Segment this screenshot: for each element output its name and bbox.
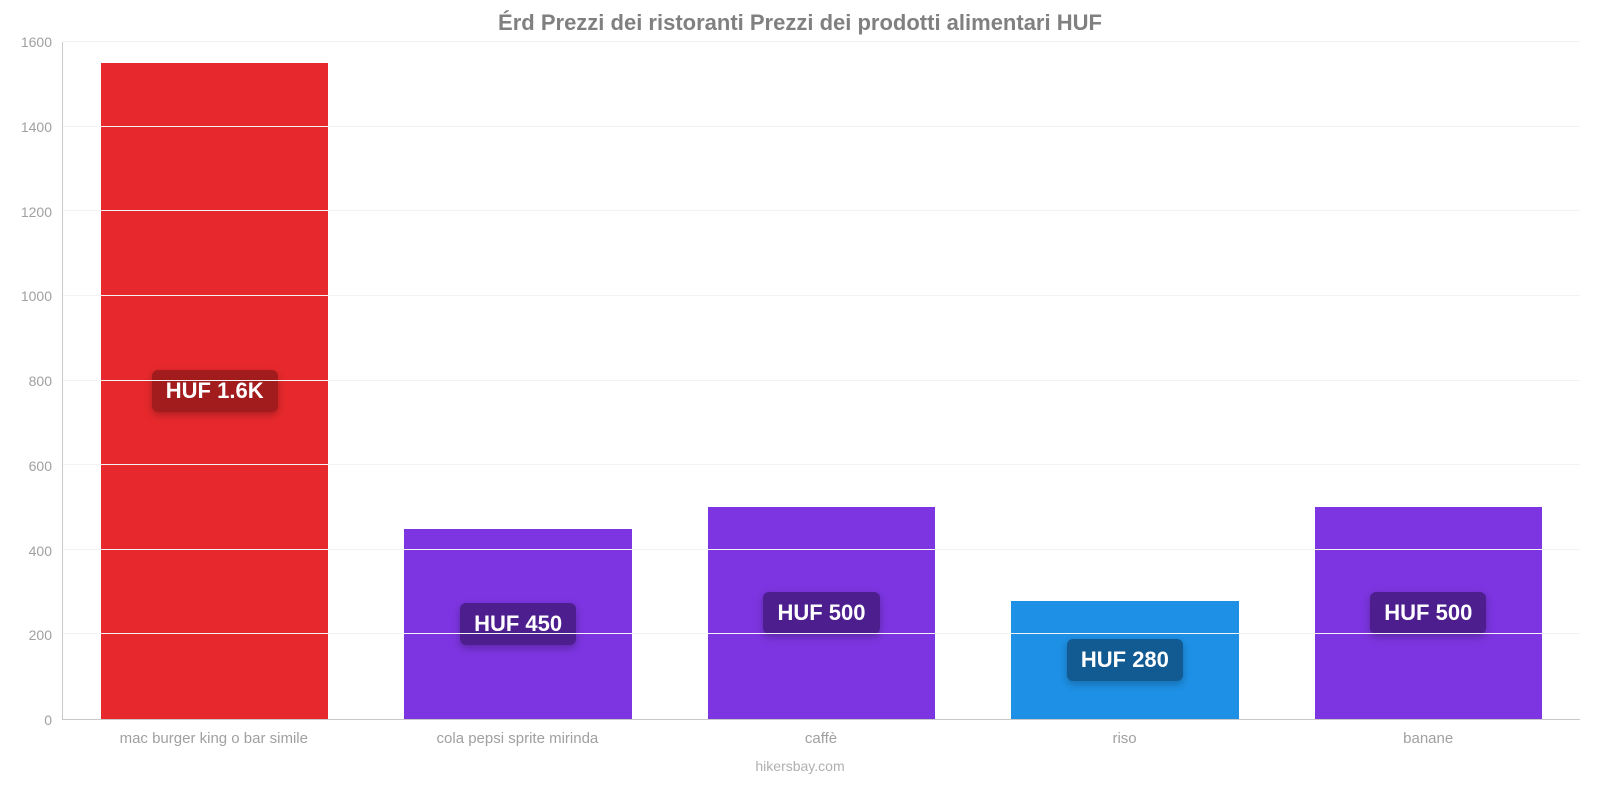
y-tick: 1000 (21, 288, 52, 304)
x-label: banane (1276, 722, 1580, 747)
gridline (63, 295, 1580, 296)
y-tick: 1200 (21, 204, 52, 220)
x-label: riso (973, 722, 1277, 747)
bar-slot: HUF 500 (1277, 42, 1580, 719)
x-label: mac burger king o bar simile (62, 722, 366, 747)
plot-area: HUF 1.6K HUF 450 HUF 500 HUF 280 HUF 500 (62, 42, 1580, 720)
bar-value-label: HUF 1.6K (152, 370, 278, 412)
gridline (63, 549, 1580, 550)
y-tick: 800 (29, 373, 52, 389)
y-tick: 1400 (21, 119, 52, 135)
y-tick: 600 (29, 458, 52, 474)
bar-value-label: HUF 450 (460, 603, 576, 645)
bar: HUF 450 (404, 529, 632, 719)
chart-container: 02004006008001000120014001600 HUF 1.6KHU… (0, 42, 1600, 720)
bar-value-label: HUF 500 (763, 592, 879, 634)
x-label: cola pepsi sprite mirinda (366, 722, 670, 747)
bar-slot: HUF 500 (670, 42, 973, 719)
y-tick: 400 (29, 543, 52, 559)
y-tick: 1600 (21, 34, 52, 50)
gridline (63, 633, 1580, 634)
gridline (63, 210, 1580, 211)
bar-value-label: HUF 280 (1067, 639, 1183, 681)
attribution: hikersbay.com (0, 758, 1600, 774)
x-label: caffè (669, 722, 973, 747)
bar: HUF 500 (708, 507, 936, 719)
bar: HUF 1.6K (101, 63, 329, 719)
gridline (63, 464, 1580, 465)
gridline (63, 126, 1580, 127)
gridline (63, 41, 1580, 42)
bar-slot: HUF 280 (973, 42, 1276, 719)
bar-slot: HUF 450 (366, 42, 669, 719)
x-axis: mac burger king o bar similecola pepsi s… (62, 722, 1580, 747)
y-axis: 02004006008001000120014001600 (0, 42, 60, 720)
y-tick: 200 (29, 627, 52, 643)
gridline (63, 380, 1580, 381)
bar-slot: HUF 1.6K (63, 42, 366, 719)
chart-title: Érd Prezzi dei ristoranti Prezzi dei pro… (0, 10, 1600, 36)
y-tick: 0 (44, 712, 52, 728)
bar: HUF 280 (1011, 601, 1239, 719)
bar-value-label: HUF 500 (1370, 592, 1486, 634)
bars-row: HUF 1.6K HUF 450 HUF 500 HUF 280 HUF 500 (63, 42, 1580, 719)
bar: HUF 500 (1315, 507, 1543, 719)
